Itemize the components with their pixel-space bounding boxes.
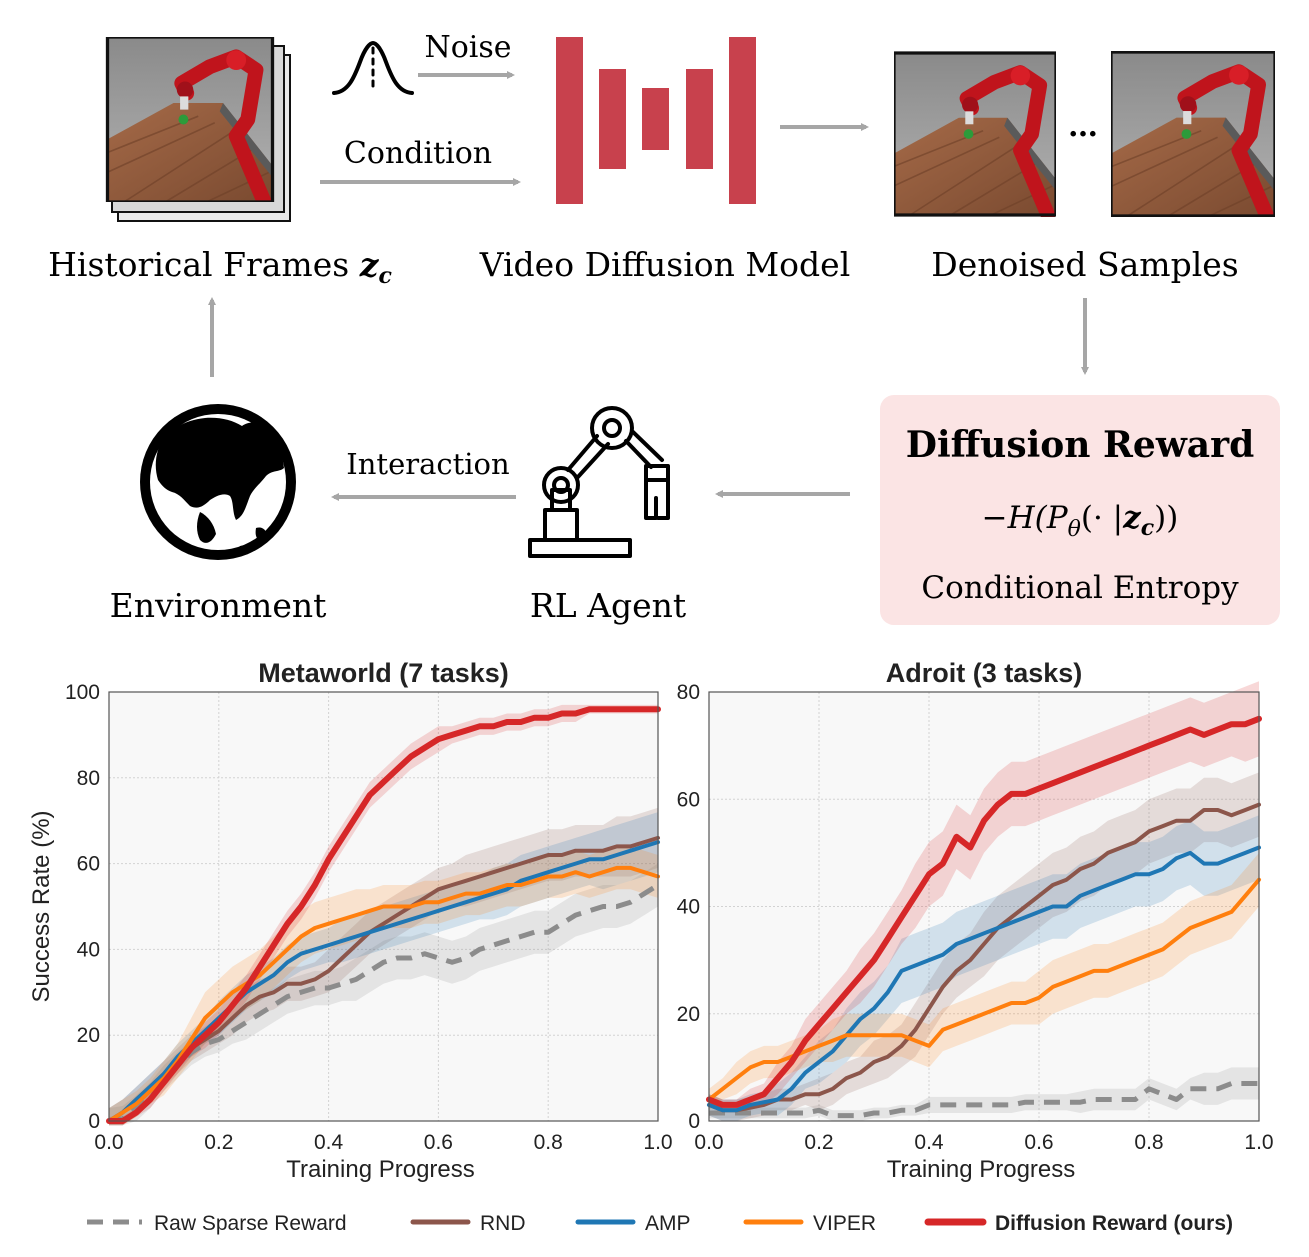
globe-icon — [140, 404, 296, 560]
y-tick-label: 80 — [77, 767, 100, 790]
x-axis-label: Training Progress — [286, 1156, 475, 1183]
plot-frame — [108, 691, 659, 1122]
y-tick-label: 0 — [88, 1110, 100, 1133]
noise-label: Noise — [424, 30, 511, 65]
chart-legend: Raw Sparse Reward RND AMP VIPER Diffusion Re… — [87, 1212, 1233, 1235]
diffusion-reward-title: Diffusion Reward — [906, 424, 1255, 466]
x-tick-label: 0.4 — [314, 1131, 344, 1154]
rl-agent-label: RL Agent — [530, 586, 686, 625]
video-diffusion-model-icon — [556, 37, 756, 204]
legend-label: VIPER — [813, 1212, 876, 1235]
series-line — [108, 882, 660, 1124]
confidence-band — [109, 812, 658, 1126]
confidence-band — [709, 852, 1259, 1111]
y-tick-label: 60 — [677, 788, 700, 811]
confidence-band — [109, 807, 658, 1126]
environment-label: Environment — [110, 586, 327, 625]
series-line — [107, 840, 660, 1123]
legend-label: Raw Sparse Reward — [154, 1212, 347, 1235]
x-tick-label: 0.2 — [804, 1131, 833, 1154]
robot-arm-icon — [528, 406, 670, 558]
series-line — [709, 1081, 1259, 1119]
confidence-band — [109, 863, 658, 1126]
x-tick-label: 1.0 — [643, 1131, 672, 1154]
y-tick-label: 80 — [677, 681, 700, 704]
diffusion-reward-box — [880, 395, 1280, 625]
video-diffusion-model-label: Video Diffusion Model — [479, 245, 851, 284]
y-tick-label: 20 — [677, 1003, 700, 1026]
x-tick-label: 0.8 — [534, 1131, 563, 1154]
x-tick-label: 0.4 — [914, 1131, 944, 1154]
x-tick-label: 0.6 — [1024, 1131, 1053, 1154]
conditional-entropy-label: Conditional Entropy — [921, 570, 1239, 606]
chart-title: Adroit (3 tasks) — [886, 658, 1083, 688]
chart-title: Metaworld (7 tasks) — [258, 658, 509, 688]
series-line — [706, 715, 1262, 1108]
y-tick-label: 60 — [77, 853, 100, 876]
legend-label: Diffusion Reward (ours) — [995, 1212, 1233, 1235]
x-tick-label: 0.0 — [94, 1131, 123, 1154]
y-tick-label: 20 — [77, 1024, 100, 1047]
denoised-sample-image-2 — [1111, 52, 1275, 216]
x-tick-label: 0.6 — [424, 1131, 453, 1154]
legend-label: RND — [480, 1212, 526, 1235]
y-tick-label: 0 — [688, 1110, 700, 1133]
condition-label: Condition — [344, 136, 492, 171]
historical-frames-image — [108, 37, 291, 222]
y-tick-label: 40 — [77, 938, 100, 961]
x-axis-label: Training Progress — [887, 1156, 1076, 1183]
series-line — [707, 802, 1261, 1113]
series-line — [106, 706, 661, 1124]
denoised-sample-image-1 — [894, 53, 1056, 215]
pipeline-diagram: Noise Condition … Historical Frames zc V… — [48, 30, 1280, 625]
denoised-samples-label: Denoised Samples — [931, 245, 1238, 284]
confidence-band — [709, 815, 1259, 1121]
gaussian-noise-icon — [332, 40, 414, 95]
y-tick-label: 40 — [677, 896, 700, 919]
series-line — [107, 865, 660, 1123]
x-tick-label: 0.2 — [204, 1131, 233, 1154]
y-axis-label: Success Rate (%) — [28, 810, 55, 1002]
confidence-band — [709, 1067, 1259, 1121]
x-tick-label: 1.0 — [1244, 1131, 1273, 1154]
confidence-band — [709, 681, 1259, 1111]
metaworld-chart: 0.0 0.2 0.4 0.6 0.8 1.0 0 20 40 60 80 100 Metaworld … — [28, 658, 673, 1183]
historical-frames-label: Historical Frames zc — [48, 245, 392, 289]
legend-label: AMP — [645, 1212, 691, 1235]
series-line — [707, 845, 1261, 1113]
robot-scene-image — [108, 37, 273, 202]
y-tick-label: 100 — [65, 681, 100, 704]
adroit-chart: 0.0 0.2 0.4 0.6 0.8 1.0 0 20 40 60 80 Adroit (3 tas… — [677, 658, 1274, 1183]
x-tick-label: 0.8 — [1134, 1131, 1163, 1154]
x-tick-label: 0.0 — [694, 1131, 723, 1154]
diffusion-reward-formula: −H(Pθ(· |zc)) — [982, 500, 1179, 542]
plot-frame — [708, 691, 1260, 1122]
ellipsis: … — [1068, 109, 1098, 144]
interaction-label: Interaction — [346, 447, 509, 481]
